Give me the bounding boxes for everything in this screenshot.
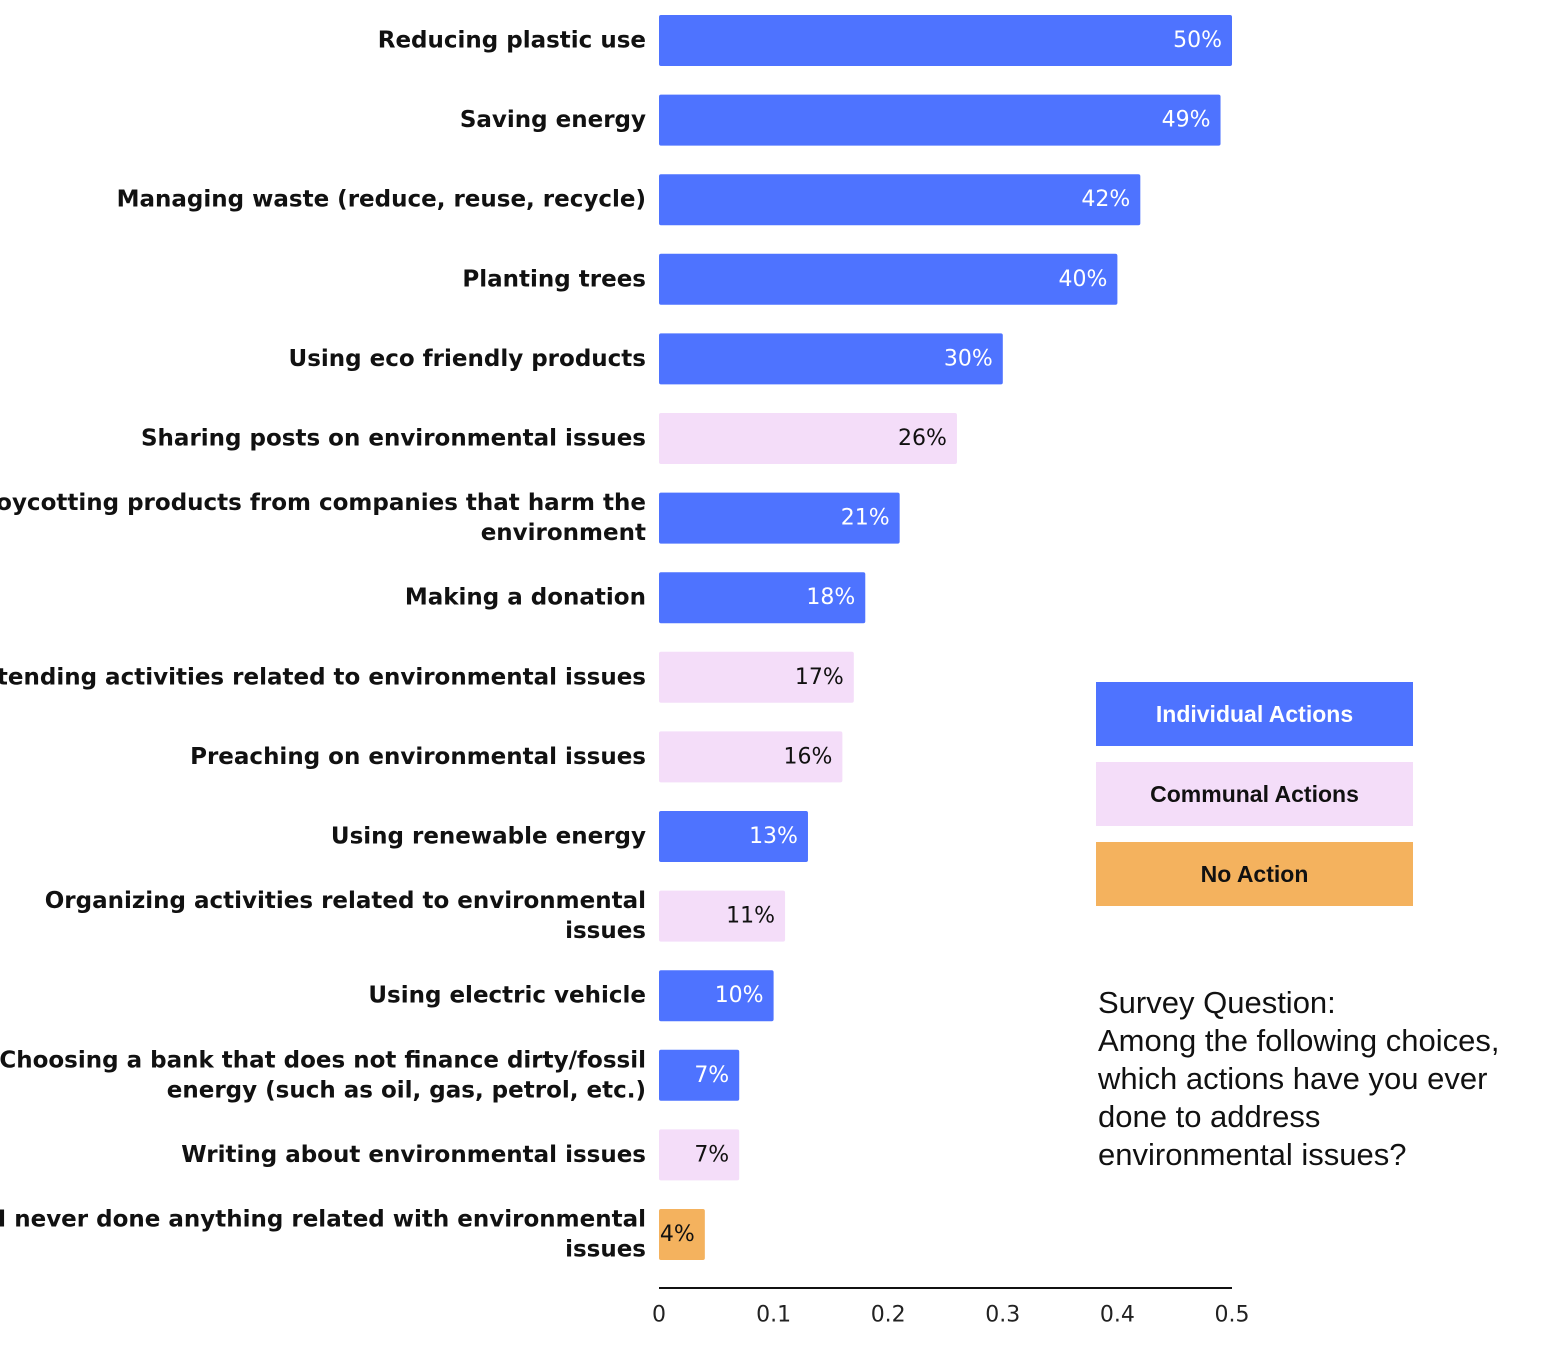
data-label: 30% <box>944 346 993 371</box>
survey-question-note: Survey Question: Among the following cho… <box>1098 984 1538 1174</box>
category-label: Preaching on environmental issues <box>190 744 646 770</box>
data-label: 42% <box>1081 187 1130 212</box>
bar <box>659 1129 740 1181</box>
data-label: 16% <box>783 744 832 769</box>
bar <box>659 731 843 783</box>
bar <box>659 1049 740 1101</box>
bar <box>659 970 774 1022</box>
category-label: Attending activities related to environm… <box>0 664 646 690</box>
data-label: 7% <box>694 1142 729 1167</box>
bar <box>659 492 900 544</box>
bar <box>659 572 866 624</box>
category-label: issues <box>565 1237 646 1263</box>
category-label: environment <box>481 520 646 546</box>
data-label: 17% <box>795 665 844 690</box>
data-label: 4% <box>660 1222 695 1247</box>
data-label: 26% <box>898 426 947 451</box>
note-line: Survey Question: <box>1098 985 1336 1020</box>
legend-item-individual-actions: Individual Actions <box>1096 682 1413 746</box>
data-label: 50% <box>1173 28 1222 53</box>
x-tick-label: 0.4 <box>1100 1303 1135 1328</box>
category-label: Organizing activities related to environ… <box>45 888 646 914</box>
note-line: which actions have you ever <box>1098 1061 1488 1096</box>
legend: Individual Actions Communal Actions No A… <box>1096 682 1413 922</box>
category-label: Using eco friendly products <box>289 346 646 372</box>
data-label: 10% <box>715 983 764 1008</box>
bar <box>659 890 786 942</box>
data-label: 11% <box>726 904 775 929</box>
bar <box>659 1209 705 1260</box>
data-label: 49% <box>1162 108 1211 133</box>
category-label: Sharing posts on environmental issues <box>141 426 646 452</box>
bar <box>659 94 1221 146</box>
x-tick-label: 0.2 <box>871 1303 906 1328</box>
bar <box>659 333 1003 385</box>
x-tick-label: 0.3 <box>985 1303 1020 1328</box>
category-label: Reducing plastic use <box>378 28 646 54</box>
x-tick-label: 0.1 <box>756 1303 791 1328</box>
bar <box>659 174 1141 226</box>
category-label: Saving energy <box>460 107 646 133</box>
category-label: Boycotting products from companies that … <box>0 490 646 516</box>
bar <box>659 253 1118 305</box>
category-label: energy (such as oil, gas, petrol, etc.) <box>167 1077 646 1103</box>
category-label: Making a donation <box>405 585 646 611</box>
legend-item-communal-actions: Communal Actions <box>1096 762 1413 826</box>
data-label: 18% <box>806 585 855 610</box>
data-label: 13% <box>749 824 798 849</box>
category-label: Writing about environmental issues <box>181 1142 646 1168</box>
legend-item-no-action: No Action <box>1096 842 1413 906</box>
data-label: 40% <box>1058 267 1107 292</box>
bar <box>659 651 854 703</box>
data-label: 21% <box>841 506 890 531</box>
bar <box>659 15 1232 66</box>
category-label: issues <box>565 918 646 944</box>
note-line: Among the following choices, <box>1098 1023 1500 1058</box>
category-label: Managing waste (reduce, reuse, recycle) <box>117 187 646 213</box>
bar <box>659 811 808 862</box>
category-label: Using renewable energy <box>331 824 646 850</box>
bar <box>659 413 957 464</box>
category-label: Using electric vehicle <box>368 983 646 1009</box>
data-label: 7% <box>694 1063 729 1088</box>
x-tick-label: 0.5 <box>1215 1303 1250 1328</box>
note-line: done to address <box>1098 1099 1321 1134</box>
category-label: Planting trees <box>462 266 646 292</box>
category-label: Choosing a bank that does not finance di… <box>0 1047 646 1073</box>
x-tick-label: 0 <box>652 1303 666 1328</box>
category-label: I never done anything related with envir… <box>0 1207 646 1233</box>
note-line: environmental issues? <box>1098 1137 1407 1172</box>
